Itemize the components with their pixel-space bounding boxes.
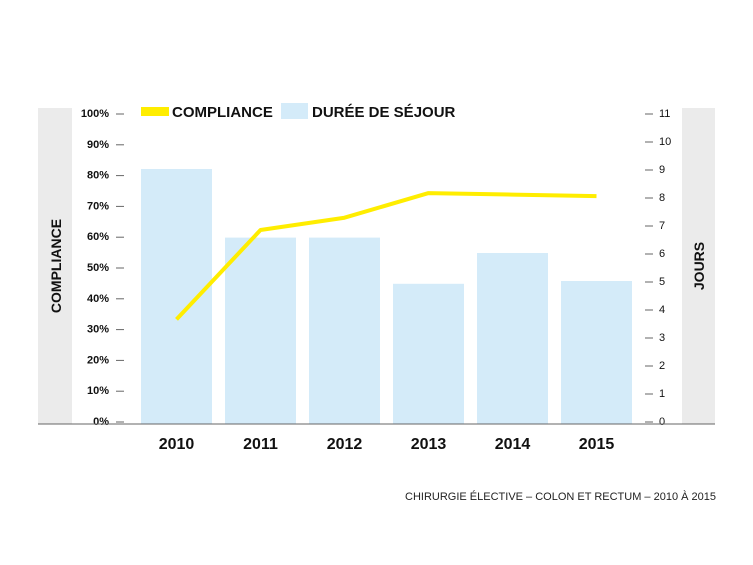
right-tick-label: 3 (659, 332, 665, 344)
right-tick-label: 0 (659, 416, 665, 428)
right-tick-label: 9 (659, 164, 665, 176)
bar-2013 (393, 283, 464, 424)
bar-2015 (561, 281, 632, 424)
right-tick-label: 10 (659, 136, 671, 148)
right-tick-label: 11 (659, 108, 670, 120)
left-tick-label: 50% (87, 262, 109, 274)
right-tick-label: 8 (659, 192, 665, 204)
category-label-2014: 2014 (495, 436, 531, 453)
category-label-2010: 2010 (159, 436, 195, 453)
left-tick-label: 60% (87, 231, 109, 243)
right-axis-title: JOURS (691, 242, 707, 290)
left-tick-label: 30% (87, 324, 109, 336)
right-tick-label: 5 (659, 276, 665, 288)
chart-caption: CHIRURGIE ÉLECTIVE – COLON ET RECTUM – 2… (405, 490, 716, 503)
legend-swatch-duree (281, 103, 308, 119)
left-axis-panel (38, 108, 72, 424)
category-labels: 2010 2011 2012 2013 2014 2015 (159, 436, 615, 453)
legend: COMPLIANCE DURÉE DE SÉJOUR (141, 103, 456, 121)
left-tick-label: 90% (87, 139, 109, 151)
left-tick-label: 40% (87, 293, 109, 305)
bar-2011 (225, 237, 296, 424)
right-tick-label: 1 (659, 388, 665, 400)
category-label-2011: 2011 (243, 436, 278, 453)
bars (141, 169, 632, 424)
left-axis-title: COMPLIANCE (48, 219, 64, 313)
legend-swatch-compliance (141, 107, 169, 116)
bar-2012 (309, 237, 380, 424)
left-axis-ticks: 0% 10% 20% 30% 40% 50% 60% 70% 80% 90% 100% (81, 108, 124, 428)
category-label-2012: 2012 (327, 436, 363, 453)
right-axis-ticks: 0 1 2 3 4 5 6 7 8 9 10 11 (645, 108, 671, 428)
right-tick-label: 2 (659, 360, 665, 372)
left-tick-label: 70% (87, 200, 109, 212)
legend-label-compliance: COMPLIANCE (172, 104, 273, 121)
left-tick-label: 10% (87, 385, 109, 397)
category-label-2013: 2013 (411, 436, 447, 453)
right-tick-label: 6 (659, 248, 665, 260)
right-tick-label: 4 (659, 304, 665, 316)
compliance-line (175, 191, 597, 321)
right-axis-panel (682, 108, 715, 424)
left-tick-label: 20% (87, 354, 109, 366)
bar-2014 (477, 253, 548, 424)
legend-label-duree: DURÉE DE SÉJOUR (312, 104, 456, 121)
bar-2010 (141, 169, 212, 424)
right-tick-label: 7 (659, 220, 665, 232)
category-label-2015: 2015 (579, 436, 615, 453)
left-tick-label: 100% (81, 108, 109, 120)
left-tick-label: 80% (87, 170, 109, 182)
left-tick-label: 0% (93, 416, 109, 428)
